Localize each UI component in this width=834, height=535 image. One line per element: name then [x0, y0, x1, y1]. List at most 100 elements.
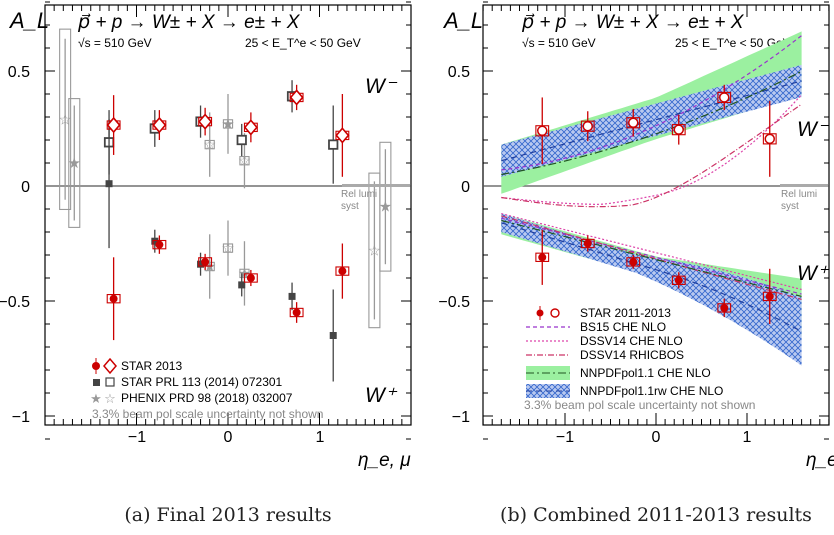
- prl-point: [329, 332, 337, 339]
- panel-a-caption: (a) Final 2013 results: [124, 504, 331, 526]
- panel-a-xtick-0: −1: [128, 429, 146, 446]
- prl-point: [197, 260, 205, 268]
- panel-a-title: p⃗ + p → W± + X → e± + X: [77, 12, 301, 33]
- panel-b-xtick-1: 0: [652, 429, 661, 446]
- star-combined-point: [537, 125, 548, 137]
- panel-a-w-minus-label: W⁻: [365, 75, 398, 98]
- star2013-point: [243, 119, 258, 136]
- prl-point: [238, 281, 246, 289]
- panel-a-subtitle-right: 25 < E_T^e < 50 GeV: [245, 36, 361, 50]
- phenix-point-sysbox: [68, 98, 81, 228]
- phenix-point: ☆: [368, 241, 381, 259]
- legend-marker: ★: [90, 392, 102, 407]
- panel-b-legend-1: BS15 CHE NLO: [580, 320, 666, 334]
- star-combined-point: [628, 117, 639, 128]
- nnpdf-rw-central-wminus: [501, 80, 802, 162]
- rel-lumi-band: [342, 184, 410, 187]
- legend-marker: [105, 377, 115, 387]
- panel-b-caption: (b) Combined 2011-2013 results: [500, 504, 812, 526]
- panel-b-rel-lumi-syst: syst: [781, 201, 799, 212]
- nnpdf-rw-central-wplus: [501, 222, 802, 333]
- star2013-point: [338, 267, 347, 276]
- dssv14-che-wminus: [501, 94, 803, 206]
- star-combined-point: [582, 120, 593, 132]
- panel-a-w-plus-label: W⁺: [365, 384, 398, 407]
- panel-a-xtick-1: 0: [224, 429, 233, 446]
- panel-a-rel-lumi-label: Rel lumi: [341, 189, 377, 200]
- prl-point: [237, 135, 247, 145]
- star-combined-point: [674, 276, 683, 285]
- panel-b-plot-area: [501, 31, 828, 366]
- panel-b-ylabel: A_L: [442, 8, 483, 33]
- panel-b-xlabel: η_e: [806, 450, 834, 471]
- legend-marker: [550, 308, 560, 318]
- panel-b-legend-5: NNPDFpol1.1rw CHE NLO: [580, 384, 723, 398]
- panel-a-ytick-2: −0.5: [0, 294, 30, 311]
- panel-a-xlabel: η_e, μ: [358, 450, 411, 471]
- star-combined-point: [629, 257, 638, 266]
- legend-marker: [103, 357, 117, 375]
- dssv14-rhicbos-wminus: [501, 103, 802, 208]
- legend-marker: [93, 379, 100, 386]
- panel-b-title: p⃗ + p → W± + X → e± + X: [521, 12, 745, 33]
- legend-marker: ☆: [104, 392, 116, 407]
- panel-a-ylabel: A_L: [8, 8, 49, 33]
- panel-a-ytick-0: 0.5: [8, 64, 30, 81]
- panel-a-legend-0: STAR 2013: [121, 359, 182, 373]
- bs15-wplus: [501, 217, 802, 295]
- star-combined-point: [765, 292, 774, 301]
- panel-b-legend-4: NNPDFpol1.1 CHE NLO: [580, 366, 711, 380]
- panel-a-legend-1: STAR PRL 113 (2014) 072301: [121, 375, 283, 389]
- panel-b-tick-labels: 0.5 0 −0.5 −1 −1 0 1: [438, 64, 751, 446]
- panel-b-legend: STAR 2011-2013 BS15 CHE NLO DSSV14 CHE N…: [524, 306, 755, 412]
- prl-point: [105, 180, 113, 188]
- panel-b-w-plus-label: W⁺: [797, 262, 830, 285]
- phenix-point: ★: [68, 154, 81, 172]
- panel-a-legend: STAR 2013 STAR PRL 113 (2014) 072301 PHE…: [90, 357, 323, 421]
- panel-b-ytick-0: 0.5: [448, 64, 470, 81]
- panel-b-xtick-2: 1: [743, 429, 752, 446]
- star-combined-point: [538, 253, 547, 262]
- star-combined-point: [764, 133, 775, 145]
- panel-a-xtick-2: 1: [316, 429, 325, 446]
- nnpdf-rw-band-wplus: [501, 213, 802, 366]
- nnpdf-central-wminus: [501, 70, 802, 176]
- panel-b-ytick-3: −1: [452, 409, 470, 426]
- panel-a-ytick-3: −1: [12, 409, 30, 426]
- panel-a-subtitle-left: √s = 510 GeV: [78, 36, 152, 50]
- panel-b-subtitle-left: √s = 510 GeV: [522, 36, 596, 50]
- panel-b-xtick-0: −1: [556, 429, 574, 446]
- star-combined-point: [719, 92, 730, 103]
- star2013-point: [201, 257, 210, 266]
- star2013-point: [109, 294, 118, 303]
- panel-a-legend-2: PHENIX PRD 98 (2018) 032007: [121, 391, 293, 405]
- panel-b-legend-note: 3.3% beam pol scale uncertainty not show…: [524, 398, 755, 412]
- dssv14-rhicbos-wplus: [501, 215, 802, 300]
- panel-a-rel-lumi-syst: syst: [341, 201, 359, 212]
- star2013-point: [155, 240, 164, 249]
- panel-b-ytick-1: 0: [461, 179, 470, 196]
- prl-point: [288, 292, 296, 300]
- star-combined-point: [583, 239, 592, 248]
- phenix-point: ★: [221, 115, 234, 133]
- star-combined-point: [673, 124, 684, 135]
- phenix-point: ☆: [221, 239, 234, 257]
- panel-b-w-minus-label: W⁻: [797, 118, 830, 141]
- rel-lumi-band: [780, 184, 828, 187]
- phenix-point: ☆: [58, 110, 71, 128]
- star2013-point: [152, 116, 167, 134]
- panel-b-legend-0: STAR 2011-2013: [580, 306, 671, 320]
- phenix-point: ☆: [203, 136, 216, 154]
- panel-b-ytick-2: −0.5: [438, 294, 470, 311]
- panel-b-legend-2: DSSV14 CHE NLO: [580, 334, 683, 348]
- panel-b-rel-lumi-label: Rel lumi: [781, 189, 817, 200]
- star2013-point: [198, 113, 213, 130]
- bs15-wminus: [501, 35, 802, 171]
- star2013-point: [335, 127, 350, 144]
- prl-point: [328, 139, 338, 150]
- panel-a-legend-note: 3.3% beam pol scale uncertainty not show…: [92, 407, 323, 421]
- panel-b-legend-3: DSSV14 RHICBOS: [580, 348, 684, 362]
- panel-b-subtitle-right: 25 < E_T^e < 50 GeV: [675, 36, 791, 50]
- phenix-point: ★: [379, 198, 392, 216]
- star2013-point: [246, 274, 255, 282]
